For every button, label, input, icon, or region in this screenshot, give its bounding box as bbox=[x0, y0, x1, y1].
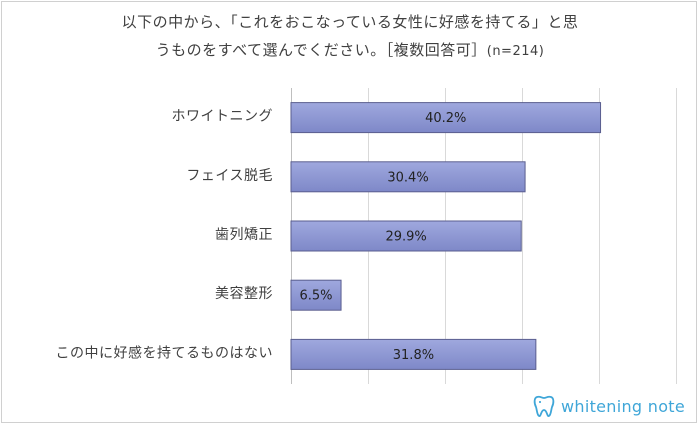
data-label: 40.2% bbox=[425, 111, 466, 126]
data-label: 29.9% bbox=[385, 230, 426, 245]
title-line-1: 以下の中から、「これをおこなっている女性に好感を持てる」と思 bbox=[121, 13, 579, 31]
data-labels: 40.2% 30.4% 29.9% 6.5% 31.8% bbox=[300, 111, 467, 363]
sample-size-note: (n=214) bbox=[486, 44, 545, 59]
category-label: 美容整形 bbox=[215, 285, 273, 302]
bar bbox=[290, 338, 537, 370]
category-label: この中に好感を持てるものはない bbox=[56, 344, 274, 361]
bar bbox=[290, 161, 526, 193]
chart-title: 以下の中から、「これをおこなっている女性に好感を持てる」と思 うものをすべて選ん… bbox=[40, 8, 660, 66]
category-label: 歯列矯正 bbox=[215, 227, 273, 243]
brand-name: whitening note bbox=[561, 396, 686, 416]
tooth-icon bbox=[533, 395, 555, 417]
data-label: 6.5% bbox=[300, 289, 333, 304]
category-label: フェイス脱毛 bbox=[186, 168, 273, 184]
bar bbox=[290, 279, 342, 311]
title-line-2: うものをすべて選んでください。［複数回答可］(n=214) bbox=[40, 36, 660, 66]
data-label: 31.8% bbox=[393, 348, 434, 363]
title-line-2-text: うものをすべて選んでください。［複数回答可］ bbox=[155, 41, 487, 59]
category-label: ホワイトニング bbox=[172, 109, 274, 125]
brand-logo: whitening note bbox=[533, 394, 685, 418]
bars bbox=[290, 102, 602, 370]
bar bbox=[290, 102, 602, 134]
bar bbox=[290, 220, 522, 252]
data-label: 30.4% bbox=[387, 170, 428, 185]
